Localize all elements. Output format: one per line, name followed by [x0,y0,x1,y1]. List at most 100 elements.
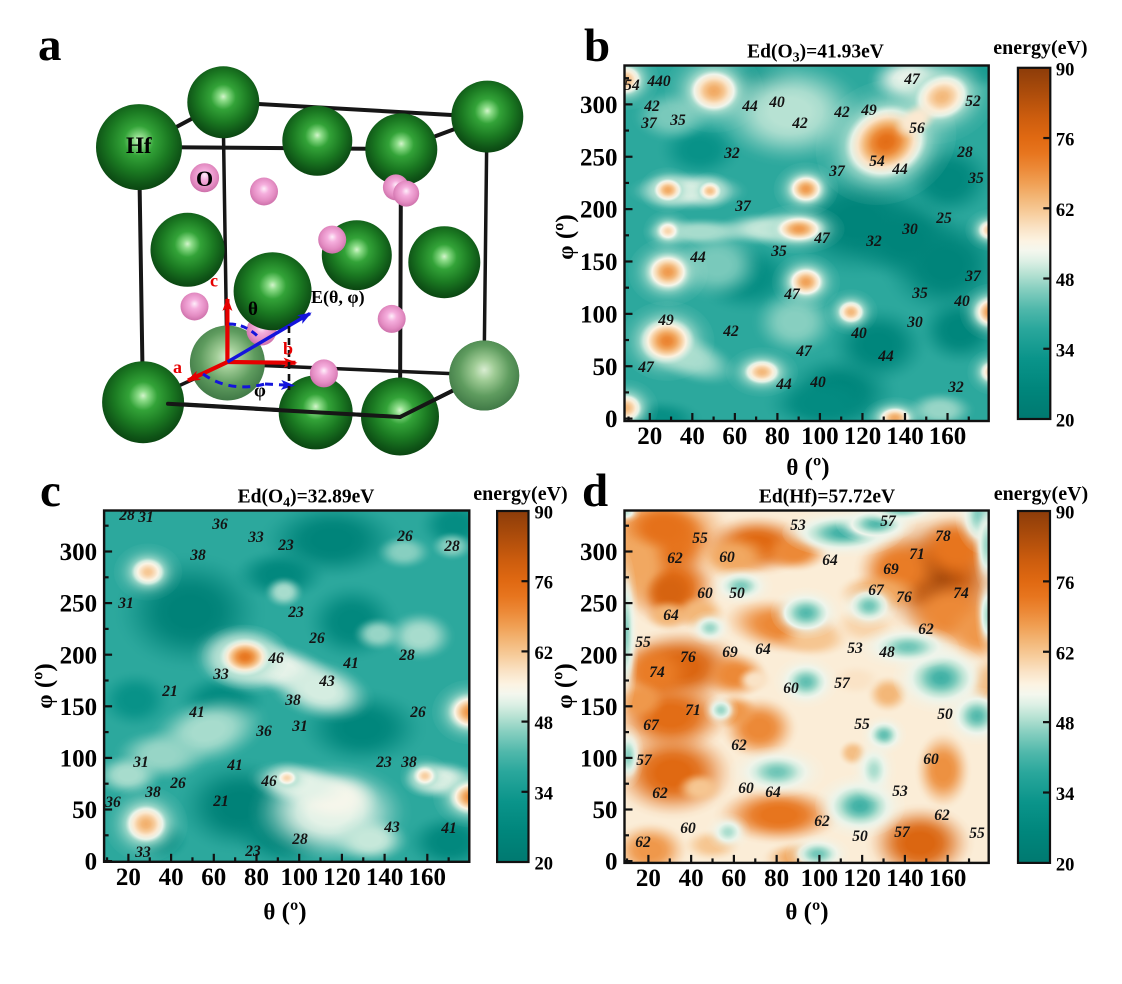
svg-text:37: 37 [828,163,846,180]
svg-text:θ (º): θ (º) [785,899,828,926]
svg-text:53: 53 [847,640,863,657]
svg-text:160: 160 [409,864,447,891]
svg-text:74: 74 [649,664,665,681]
svg-text:50: 50 [729,585,745,602]
svg-text:90: 90 [535,504,554,524]
svg-text:53: 53 [892,783,908,800]
svg-text:62: 62 [1056,201,1075,221]
svg-text:33: 33 [247,529,264,546]
svg-text:62: 62 [667,550,683,567]
svg-text:28: 28 [398,647,415,664]
svg-text:42: 42 [833,104,850,121]
svg-text:100: 100 [801,865,839,892]
svg-text:23: 23 [287,604,304,621]
svg-text:90: 90 [1056,60,1075,80]
svg-text:60: 60 [721,865,746,892]
svg-text:100: 100 [60,746,98,773]
svg-text:48: 48 [878,644,895,661]
svg-text:100: 100 [580,746,618,773]
svg-text:76: 76 [680,649,696,666]
svg-text:43: 43 [318,673,335,690]
svg-text:48: 48 [1056,715,1075,735]
svg-text:28: 28 [291,831,308,848]
svg-text:55: 55 [635,634,651,651]
svg-text:49: 49 [860,102,877,119]
svg-text:φ (º): φ (º) [551,663,578,709]
svg-text:38: 38 [144,784,161,801]
svg-text:40: 40 [679,865,704,892]
svg-text:44: 44 [741,98,758,115]
svg-text:38: 38 [400,754,417,771]
svg-text:440: 440 [646,73,671,90]
svg-text:38: 38 [189,547,206,564]
svg-text:20: 20 [535,855,554,875]
svg-text:80: 80 [244,864,269,891]
svg-text:42: 42 [643,98,660,115]
svg-text:67: 67 [868,582,885,599]
svg-text:76: 76 [535,574,554,594]
svg-text:120: 120 [323,864,361,891]
svg-text:47: 47 [795,343,813,360]
svg-text:44: 44 [689,249,706,266]
svg-text:31: 31 [137,509,154,526]
svg-text:60: 60 [783,680,799,697]
svg-text:26: 26 [409,704,426,721]
svg-text:200: 200 [580,197,618,224]
svg-text:20: 20 [637,423,662,450]
svg-text:32: 32 [865,233,882,250]
svg-text:300: 300 [580,92,618,119]
svg-text:36: 36 [211,516,228,533]
svg-text:55: 55 [692,530,708,547]
svg-text:53: 53 [790,517,806,534]
svg-text:50: 50 [72,797,97,824]
svg-text:50: 50 [852,828,868,845]
svg-text:31: 31 [117,595,134,612]
svg-text:35: 35 [770,243,787,260]
svg-text:62: 62 [635,834,651,851]
svg-text:62: 62 [731,737,747,754]
svg-text:71: 71 [685,702,701,719]
svg-text:62: 62 [652,785,668,802]
svg-text:64: 64 [822,552,838,569]
svg-text:37: 37 [640,115,658,132]
svg-text:34: 34 [1056,341,1075,361]
svg-text:64: 64 [755,641,771,658]
svg-text:32: 32 [947,379,964,396]
svg-text:62: 62 [1056,644,1075,664]
svg-text:300: 300 [60,539,98,566]
svg-text:41: 41 [188,704,205,721]
svg-text:74: 74 [953,585,969,602]
svg-text:50: 50 [593,797,618,824]
svg-text:φ (º): φ (º) [31,663,58,709]
svg-text:49: 49 [657,312,674,329]
svg-text:64: 64 [663,607,679,624]
svg-text:33: 33 [212,666,229,683]
svg-text:41: 41 [226,757,243,774]
svg-text:64: 64 [765,784,781,801]
svg-text:140: 140 [366,864,404,891]
svg-text:Ed(O3)=41.93eV: Ed(O3)=41.93eV [747,42,884,66]
svg-text:28: 28 [118,507,135,524]
svg-text:44: 44 [775,376,792,393]
svg-text:47: 47 [783,286,801,303]
svg-text:90: 90 [1056,504,1075,524]
svg-text:57: 57 [834,675,851,692]
svg-text:b: b [584,20,610,72]
svg-text:energy(eV): energy(eV) [994,483,1088,505]
svg-text:Ed(O4)=32.89eV: Ed(O4)=32.89eV [238,486,375,510]
svg-text:26: 26 [308,630,325,647]
svg-text:250: 250 [60,591,98,618]
svg-text:31: 31 [132,754,149,771]
svg-text:55: 55 [854,716,870,733]
svg-text:41: 41 [440,820,457,837]
svg-text:c: c [210,271,218,291]
svg-text:a: a [173,357,182,377]
svg-text:47: 47 [637,359,655,376]
svg-text:62: 62 [918,621,934,638]
svg-text:48: 48 [535,714,554,734]
svg-text:160: 160 [929,423,967,450]
svg-text:60: 60 [738,780,754,797]
svg-text:23: 23 [375,754,392,771]
svg-text:0: 0 [605,406,618,433]
svg-text:35: 35 [967,170,984,187]
